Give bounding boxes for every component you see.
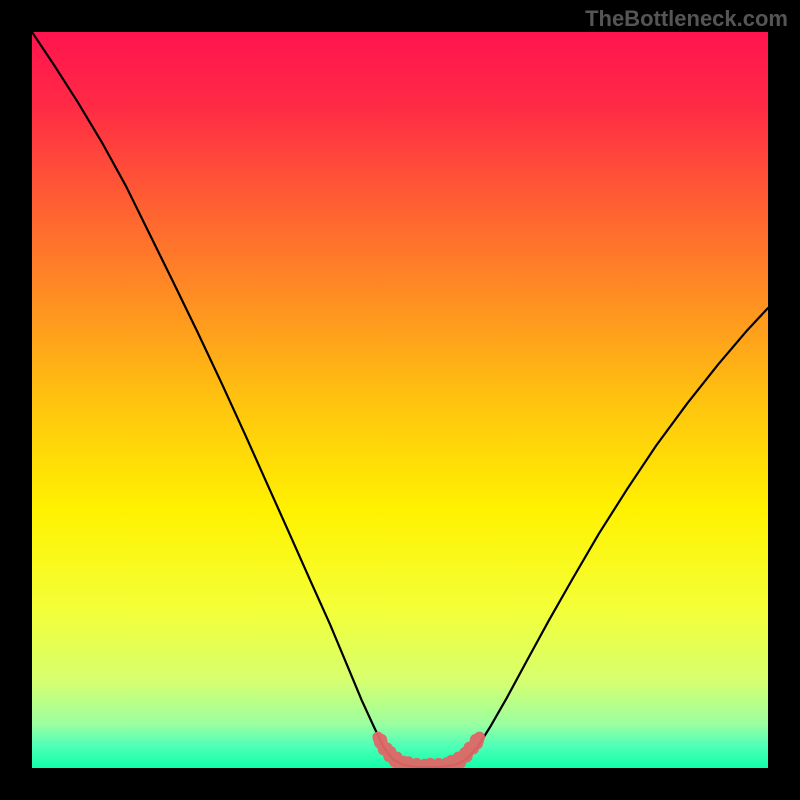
chart-outer: TheBottleneck.com (0, 0, 800, 800)
plot-svg (32, 32, 768, 768)
watermark-label: TheBottleneck.com (585, 6, 788, 32)
plot-area (32, 32, 768, 768)
